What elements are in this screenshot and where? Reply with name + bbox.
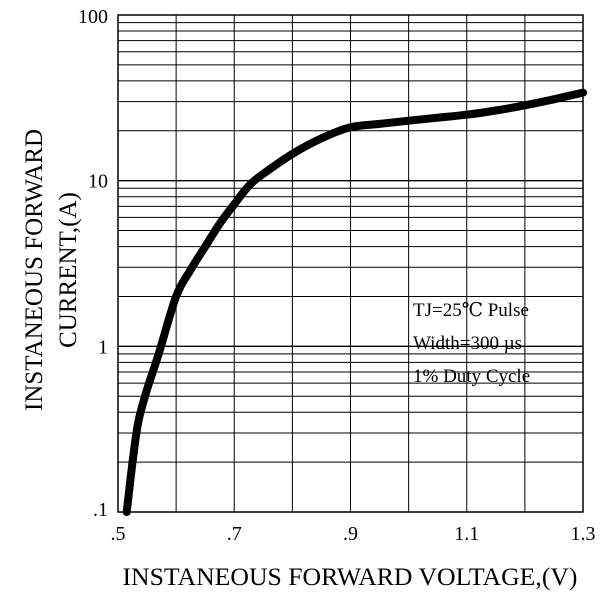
annotation-line: TJ=25℃ Pulse: [413, 300, 529, 321]
y-axis-title-line: INSTANEOUS FORWARD: [21, 129, 48, 411]
forward-current-curve: [122, 88, 587, 516]
y-axis-title: INSTANEOUS FORWARD CURRENT,(A): [21, 129, 82, 411]
y-tick-label: 10: [88, 171, 108, 193]
y-tick-label: .1: [93, 499, 108, 521]
x-axis-title: INSTANEOUS FORWARD VOLTAGE,(V): [123, 564, 578, 591]
annotation-line: Width=300 µs: [413, 333, 522, 354]
y-axis-title-line: CURRENT,(A): [55, 192, 82, 348]
y-tick-labels: .1 1 10 100: [78, 6, 108, 521]
annotation-line: 1% Duty Cycle: [413, 366, 530, 387]
y-tick-label: 1: [98, 336, 108, 358]
x-tick-labels: .5 .7 .9 1.1 1.3: [111, 523, 596, 545]
plot-frame: [117, 14, 584, 513]
y-tick-label: 100: [78, 6, 108, 28]
x-tick-label: 1.3: [571, 523, 596, 545]
x-tick-label: .5: [111, 523, 126, 545]
x-tick-label: 1.1: [454, 523, 479, 545]
x-tick-label: .7: [227, 523, 242, 545]
grid: [118, 15, 583, 512]
x-tick-label: .9: [343, 523, 358, 545]
test-conditions-annotation: TJ=25℃ Pulse Width=300 µs 1% Duty Cycle: [413, 300, 530, 387]
